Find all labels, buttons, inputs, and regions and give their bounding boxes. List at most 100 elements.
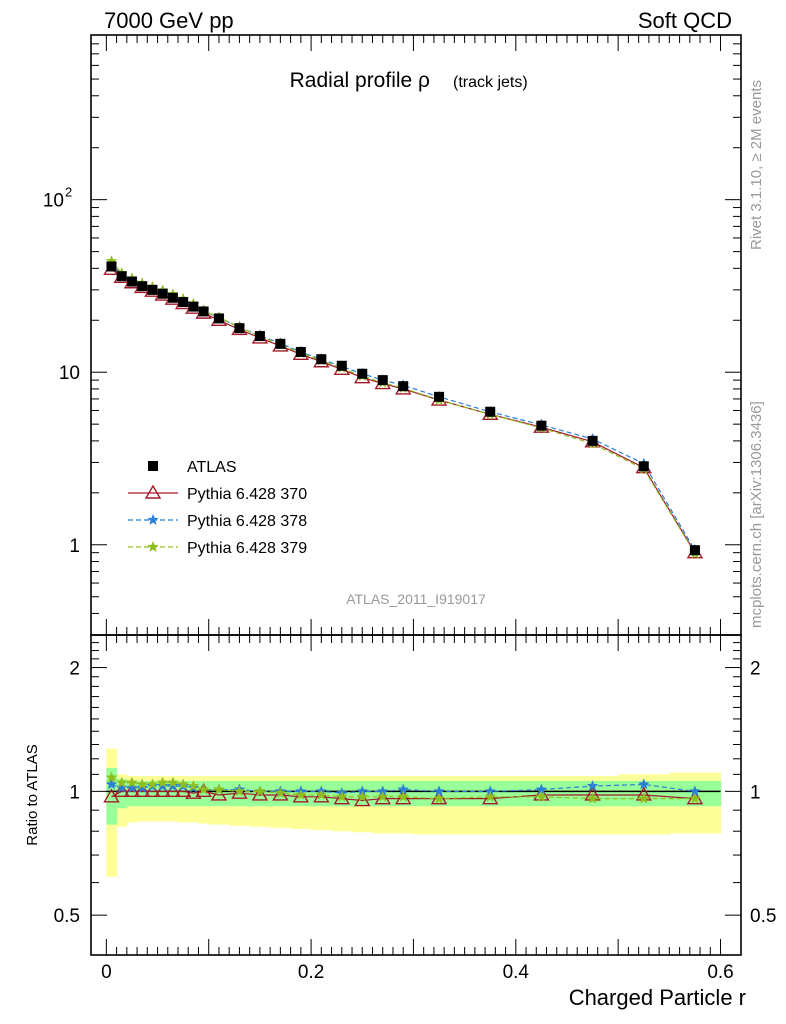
ratio-y-tick-label-left: 0.5: [54, 906, 80, 927]
ratio-data-point: [274, 786, 287, 799]
ratio-band-inner-bin: [178, 780, 189, 807]
ratio-data-point: [533, 786, 550, 801]
main-y-tick-label: 10: [59, 363, 80, 384]
ratio-data-point: [637, 778, 650, 790]
ratio-data-point: [164, 782, 182, 798]
main-series-0: [106, 261, 700, 556]
ratio-data-point: [136, 781, 149, 793]
ratio-data-point: [315, 788, 328, 800]
legend-marker: [147, 513, 159, 525]
category-label: Soft QCD: [638, 8, 732, 33]
ratio-data-point: [154, 782, 171, 798]
main-data-point: [638, 461, 649, 472]
ratio-data-point: [105, 771, 118, 783]
main-data-point: [295, 346, 306, 357]
x-axis-label: Charged Particle r: [569, 985, 746, 1010]
ratio-data-point: [481, 790, 499, 805]
ratio-data-point: [374, 790, 391, 805]
ratio-data-point: [376, 790, 389, 802]
main-data-point: [157, 288, 168, 299]
legend-label: Pythia 6.428 378: [187, 513, 307, 530]
main-data-point: [587, 435, 598, 446]
ratio-y-ticks: [91, 642, 741, 956]
ratio-data-point: [251, 786, 269, 801]
ratio-y-tick-label-right: 1: [750, 782, 761, 803]
ratio-data-point: [637, 792, 650, 804]
main-data-point: [178, 297, 189, 308]
ratio-data-point: [333, 790, 351, 805]
main-series-line: [111, 260, 696, 554]
ratio-data-point: [254, 785, 266, 797]
ratio-data-point: [126, 776, 138, 788]
ratio-data-point: [689, 792, 701, 804]
main-data-point: [336, 360, 347, 371]
ratio-data-point: [126, 781, 138, 793]
ratio-y-axis-label: Ratio to ATLAS: [24, 744, 41, 845]
rivet-version-label: Rivet 3.1.10, ≥ 2M events: [748, 80, 765, 250]
ratio-data-point: [394, 790, 412, 805]
main-data-point: [126, 276, 137, 287]
main-data-point: [485, 406, 496, 417]
legend-marker: [148, 461, 158, 471]
ratio-band-inner-bin: [137, 780, 148, 807]
legend-marker: [144, 484, 162, 499]
ratio-data-point: [272, 786, 289, 801]
legend-item: ATLAS: [148, 459, 237, 476]
main-data-point: [316, 354, 327, 365]
ratio-band-inner-bin: [147, 780, 159, 807]
ratio-series-2: [105, 771, 701, 804]
ratio-data-point: [535, 790, 548, 802]
ratio-data-point: [195, 782, 212, 798]
main-data-point: [167, 292, 178, 303]
ratio-y-tick-label-left: 2: [69, 659, 80, 680]
ratio-data-point: [233, 785, 246, 797]
chart-title-sub: (track jets): [453, 74, 528, 91]
ratio-band-inner-bin: [198, 780, 210, 807]
ratio-data-point: [115, 781, 128, 793]
ratio-data-point: [484, 790, 497, 802]
main-data-point: [398, 381, 409, 392]
main-y-ticks: [91, 34, 741, 636]
main-data-point: [434, 391, 445, 402]
legend-item: Pythia 6.428 379: [128, 540, 307, 557]
ratio-data-point: [231, 784, 248, 799]
ratio-data-point: [187, 779, 200, 792]
x-tick-label: 0: [101, 962, 112, 983]
ratio-data-point: [185, 784, 202, 799]
ratio-band-outer: [106, 748, 722, 877]
x-tick-label: 0.6: [707, 962, 733, 983]
ratio-data-point: [335, 790, 348, 802]
chart-title-main: Radial profile ρ: [290, 69, 430, 92]
main-data-point: [234, 323, 245, 334]
main-data-point: [377, 375, 388, 386]
legend-label: Pythia 6.428 370: [187, 486, 307, 503]
energy-label: 7000 GeV pp: [104, 8, 234, 33]
ratio-data-point: [133, 782, 151, 798]
ratio-data-point: [136, 778, 149, 790]
main-data-point: [198, 306, 209, 317]
x-tick-label: 0.4: [503, 962, 530, 983]
analysis-label: ATLAS_2011_I919017: [346, 591, 486, 607]
ratio-data-point: [167, 776, 179, 788]
legend-marker: [147, 540, 159, 552]
main-data-point: [275, 338, 286, 349]
ratio-data-point: [294, 788, 307, 800]
main-data-point: [213, 313, 224, 324]
ratio-data-point: [313, 788, 330, 803]
mcplots-source-label: mcplots.cern.ch [arXiv:1306.3436]: [748, 401, 765, 628]
ratio-band-inner-bin: [157, 780, 169, 807]
ratio-band-inner-bin: [116, 779, 128, 809]
main-data-point: [254, 331, 265, 342]
ratio-y-tick-label-right: 2: [750, 659, 761, 680]
ratio-data-point: [586, 792, 599, 804]
x-tick-label: 0.2: [298, 962, 324, 983]
ratio-data-point: [177, 778, 190, 790]
main-data-point: [357, 368, 368, 379]
main-data-point: [147, 284, 158, 295]
ratio-data-point: [115, 776, 128, 788]
main-data-point: [536, 420, 547, 431]
ratio-data-point: [354, 792, 371, 807]
main-x-ticks: [105, 35, 722, 635]
